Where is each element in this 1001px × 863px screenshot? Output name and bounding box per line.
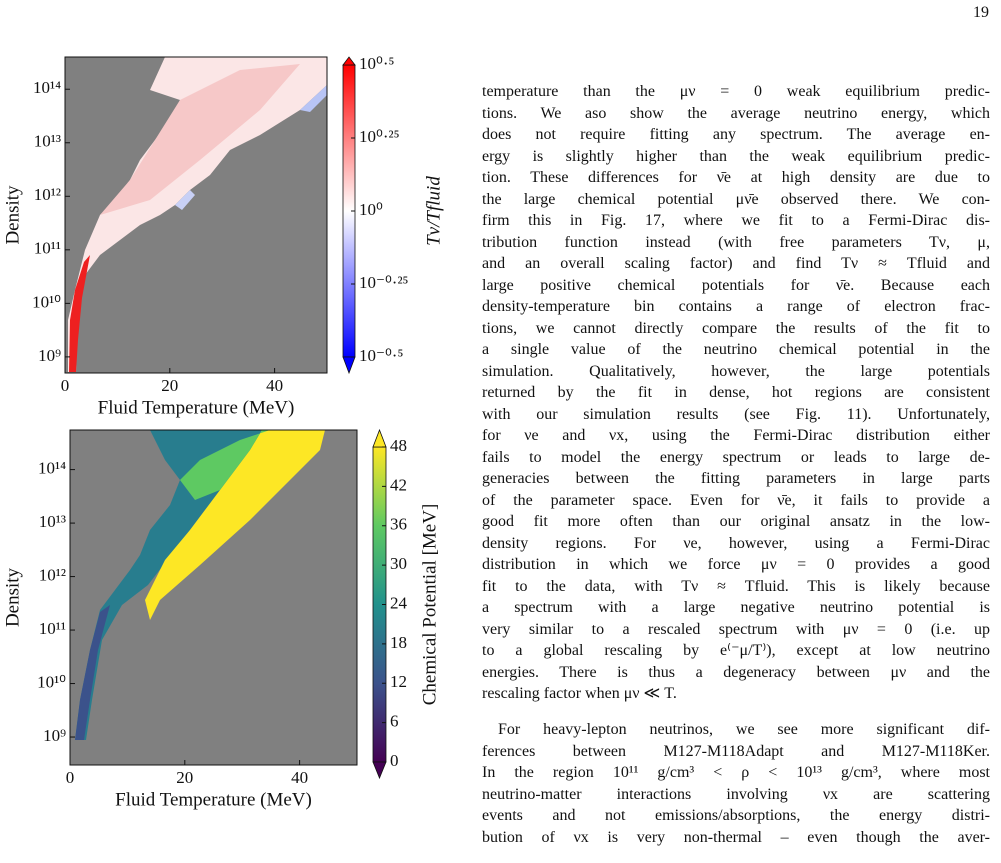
colorbar-label: Tν/Tfluid [423,176,444,246]
colorbar-extension [372,428,387,448]
text-line: for νe and νx, using the Fermi-Dirac dis… [482,427,990,444]
text-line: of the parameter space. Even for ν̄e, it… [482,491,990,509]
x-tick-label: 20 [161,376,178,395]
text-line: tion. These differences for ν̄e at high … [482,169,990,186]
text-line: the large chemical potential μν̄e observ… [482,190,990,208]
colorbar-tick-label: 36 [390,515,407,534]
x-axis-label: Fluid Temperature (MeV) [115,789,312,810]
y-tick-label: 10¹⁰ [32,292,61,311]
text-line: density-temperature bin contains a range… [482,298,990,315]
colorbar-tick-label: 48 [390,436,407,455]
heatmap-region [75,605,110,740]
text-line: ferences between M127-M118Adapt and M127… [482,742,990,760]
text-line: with our simulation results (see Fig. 11… [482,405,990,423]
y-tick-label: 10¹³ [34,132,61,151]
colorbar-tick-label: 0 [390,751,399,770]
colorbar-tick-label: 24 [390,593,408,612]
text-line: a single value of the neutrino chemical … [482,341,990,358]
text-line: In the region 10¹¹ g/cm³ < ρ < 10¹³ g/cm… [482,764,990,781]
x-tick-label: 40 [266,376,283,395]
text-line: rescaling factor when μν ≪ T. [482,685,677,702]
heatmap-region [69,255,90,372]
text-line: neutrino-matter interactions involving ν… [482,785,990,803]
text-line: density regions. For νe, however, using … [482,534,990,552]
y-tick-label: 10¹³ [39,512,66,531]
colorbar-tick-label: 10⁰·⁵ [359,54,394,73]
body-text: temperature than the μν = 0 weak equilib… [482,81,990,863]
y-tick-label: 10¹¹ [39,619,66,638]
colorbar-label: Chemical Potential [MeV] [419,504,440,706]
colorbar-tick-label: 10⁰ [359,200,383,219]
heatmap-region [145,430,325,620]
heatmap-region [175,190,195,210]
text-line: a spectrum with a large negative neutrin… [482,599,990,616]
colorbar-tick-label: 30 [390,554,407,573]
text-line: firm this in Fig. 17, where we fit to a … [482,212,990,229]
y-tick-label: 10¹⁰ [37,672,66,691]
figures: 0 20 40 10⁹ 10¹⁰ 10¹¹ 10¹² 10¹³ 10¹⁴ Fluid Temper… [2,54,444,810]
colorbar-extension [342,56,356,66]
text-line: returned by the fit in dense, hot region… [482,384,990,401]
x-tick-label: 20 [176,768,193,787]
y-axis-label: Density [2,567,23,627]
text-line: simulation. Qualitatively, however, the … [482,362,990,380]
paragraph: For heavy-lepton neutrinos, we see more … [482,719,990,848]
text-line: does not require fitting any spectrum. T… [482,126,990,143]
plot-frame [64,56,328,374]
page-number: 19 [973,4,989,21]
text-line: generacies between the fitting parameter… [482,470,990,487]
text-line: events and not emissions/absorptions, th… [482,807,990,824]
text-line: bution of νx is very non-thermal – even … [482,828,990,846]
x-tick-label: 0 [66,768,75,787]
colorbar-tick-label: 42 [390,475,407,494]
colorbar-extension [372,761,387,780]
colorbar-tick-label: 12 [390,672,407,691]
text-line: good fit more often than our original an… [482,513,990,530]
text-line: ergy is slightly higher than the weak eq… [482,147,990,165]
figure: 0 20 40 10⁹ 10¹⁰ 10¹¹ 10¹² 10¹³ 10¹⁴ Fluid Temper… [2,428,440,810]
colorbar-tick-label: 6 [390,712,399,731]
colorbar-tick-label: 10⁰·²⁵ [359,127,400,146]
x-tick-label: 40 [291,768,308,787]
y-tick-label: 10⁹ [38,346,61,365]
text-line: fails to model the energy spectrum or le… [482,448,990,466]
text-line: large positive chemical potentials for ν… [482,276,990,294]
text-line: temperature than the μν = 0 weak equilib… [482,83,990,100]
heatmap-2 [70,430,357,765]
text-line: and an overall scaling factor) and find … [482,255,990,272]
heatmap-region [100,64,300,215]
text-line: For heavy-lepton neutrinos, we see more … [498,721,990,738]
y-tick-label: 10¹⁴ [38,459,66,478]
heatmap-1 [65,57,327,373]
colorbar-tick-label: 18 [390,633,407,652]
text-line: tribution function instead (with free pa… [482,233,990,251]
y-tick-label: 10¹⁴ [33,78,61,97]
colorbar-extension [342,356,356,375]
y-tick-label: 10¹¹ [34,239,61,258]
heatmap-region [180,430,270,500]
y-axis-label: Density [2,185,23,245]
text-line: tions, we cannot directly compare the re… [482,319,990,337]
y-tick-label: 10¹² [39,565,66,584]
text-line: distribution in which we force μν = 0 pr… [482,556,990,573]
y-tick-label: 10¹² [34,185,61,204]
text-line: very similar to a rescaled spectrum with… [482,620,991,638]
colorbar-tick-label: 10⁻⁰·²⁵ [359,273,409,292]
plot-frame [69,429,358,766]
x-tick-label: 0 [61,376,70,395]
colorbar-tick-label: 10⁻⁰·⁵ [359,346,403,365]
paragraph: temperature than the μν = 0 weak equilib… [482,81,990,705]
x-axis-label: Fluid Temperature (MeV) [98,397,295,418]
figure: 0 20 40 10⁹ 10¹⁰ 10¹¹ 10¹² 10¹³ 10¹⁴ Fluid Temper… [2,54,444,418]
text-line: energies. There is thus a degeneracy bet… [482,663,990,681]
text-line: tions. We aso show the average neutrino … [482,104,990,122]
text-line: to a global rescaling by e⁽⁻μ/T⁾), excep… [482,642,990,659]
y-tick-label: 10⁹ [43,726,66,745]
text-line: fit to the data, with Tν ≈ Tfluid. This … [482,577,990,595]
heatmap-region [300,85,327,112]
